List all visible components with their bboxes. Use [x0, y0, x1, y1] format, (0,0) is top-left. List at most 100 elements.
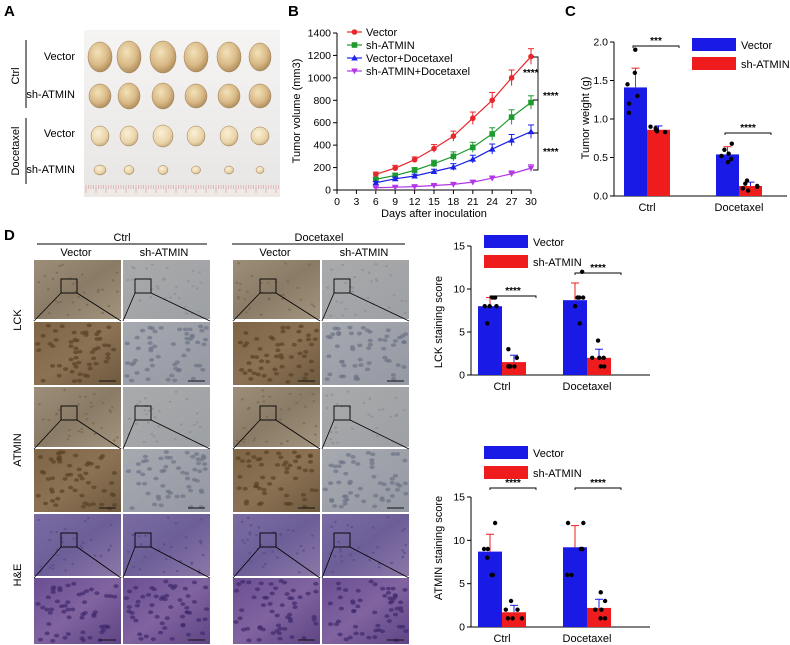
cell-nucleus — [49, 607, 55, 612]
cell-nucleus — [103, 359, 109, 364]
cell-nucleus — [385, 586, 392, 591]
cell-nucleus — [195, 457, 201, 462]
cell-nucleus — [144, 367, 150, 372]
cell-nucleus — [337, 595, 343, 600]
cell-nucleus — [349, 345, 356, 349]
cell-nucleus — [402, 481, 409, 486]
cell-nucleus — [284, 466, 290, 471]
panel-c-label: C — [565, 3, 576, 20]
cell-nucleus — [297, 571, 301, 574]
atmin-score-panel: 0 5 10 15 Ctrl Docetaxel ATMIN staining score… — [433, 446, 650, 645]
data-dot — [635, 93, 640, 99]
cell-nucleus — [345, 453, 352, 457]
cell-nucleus — [252, 439, 256, 442]
cell-nucleus — [346, 524, 350, 527]
cell-nucleus — [367, 342, 373, 347]
y-tick-label: 5 — [459, 327, 465, 339]
cell-nucleus — [262, 595, 268, 600]
sig-vector-vs-sh: **** — [523, 68, 539, 79]
cell-nucleus — [57, 586, 63, 590]
data-dot — [508, 598, 514, 604]
cell-nucleus — [134, 603, 140, 608]
cell-nucleus — [389, 476, 395, 481]
cell-nucleus — [367, 271, 371, 274]
cell-nucleus — [237, 340, 244, 345]
cell-nucleus — [242, 343, 248, 348]
cell-nucleus — [136, 481, 142, 486]
cell-nucleus — [57, 450, 63, 455]
histology-tile — [122, 514, 211, 579]
tumor-specimen — [90, 125, 110, 147]
data-dot — [595, 338, 601, 343]
cell-nucleus — [364, 367, 371, 372]
zoom-box — [134, 405, 152, 421]
cell-nucleus — [131, 533, 134, 536]
cell-nucleus — [260, 603, 266, 608]
cell-nucleus — [184, 340, 191, 345]
cell-nucleus — [46, 287, 50, 291]
cell-nucleus — [109, 411, 113, 414]
cell-nucleus — [40, 470, 47, 475]
sig-docetaxel: **** — [740, 123, 756, 134]
cell-nucleus — [368, 579, 374, 584]
cell-nucleus — [90, 405, 94, 408]
cell-nucleus — [126, 278, 130, 282]
cell-nucleus — [366, 635, 372, 640]
cell-nucleus — [190, 454, 196, 459]
cell-nucleus — [295, 552, 299, 555]
cell-nucleus — [44, 631, 50, 636]
cell-nucleus — [82, 373, 88, 378]
cell-nucleus — [346, 390, 350, 393]
cell-nucleus — [347, 479, 354, 484]
cell-nucleus — [348, 331, 355, 336]
data-point — [469, 155, 477, 162]
cell-nucleus — [124, 374, 130, 378]
cell-nucleus — [270, 476, 276, 480]
legend-vector-swatch — [484, 235, 528, 248]
cell-nucleus — [48, 566, 52, 569]
cell-nucleus — [56, 301, 60, 304]
cell-nucleus — [246, 516, 250, 519]
data-dot — [590, 355, 595, 360]
row-he-label: H&E — [12, 564, 24, 587]
cell-nucleus — [190, 561, 194, 564]
data-dot — [580, 295, 586, 300]
cell-nucleus — [57, 408, 61, 412]
cell-nucleus — [91, 485, 97, 490]
cell-nucleus — [163, 297, 167, 300]
cell-nucleus — [371, 551, 375, 554]
x-tick-label: Docetaxel — [715, 202, 764, 214]
row-label-vector-doc: Vector — [44, 128, 76, 140]
cell-nucleus — [257, 346, 263, 351]
tumor-specimen — [248, 83, 272, 109]
y-tick-label: 800 — [313, 95, 331, 107]
cell-nucleus — [334, 426, 338, 429]
cell-nucleus — [357, 546, 361, 549]
cell-nucleus — [85, 303, 89, 306]
cell-nucleus — [126, 550, 130, 553]
cell-nucleus — [76, 592, 82, 597]
cell-nucleus — [48, 538, 52, 541]
cell-nucleus — [139, 543, 143, 546]
zoom-box — [134, 532, 152, 548]
cell-nucleus — [387, 596, 393, 601]
cell-nucleus — [352, 363, 358, 368]
data-dot — [648, 124, 653, 129]
cell-nucleus — [279, 355, 285, 360]
cell-nucleus — [394, 606, 400, 611]
cell-nucleus — [347, 325, 353, 330]
cell-nucleus — [105, 352, 111, 357]
data-dot — [719, 153, 724, 159]
x-tick-label: 21 — [467, 196, 479, 208]
cell-nucleus — [246, 638, 252, 643]
data-dot — [593, 607, 598, 612]
cell-nucleus — [330, 525, 333, 528]
data-dot — [577, 295, 582, 300]
cell-nucleus — [392, 594, 398, 599]
cell-nucleus — [71, 282, 75, 285]
data-point — [392, 172, 398, 179]
sig-docetaxel: **** — [590, 478, 606, 489]
cell-nucleus — [143, 534, 147, 537]
cell-nucleus — [80, 630, 86, 635]
cell-nucleus — [305, 337, 312, 342]
